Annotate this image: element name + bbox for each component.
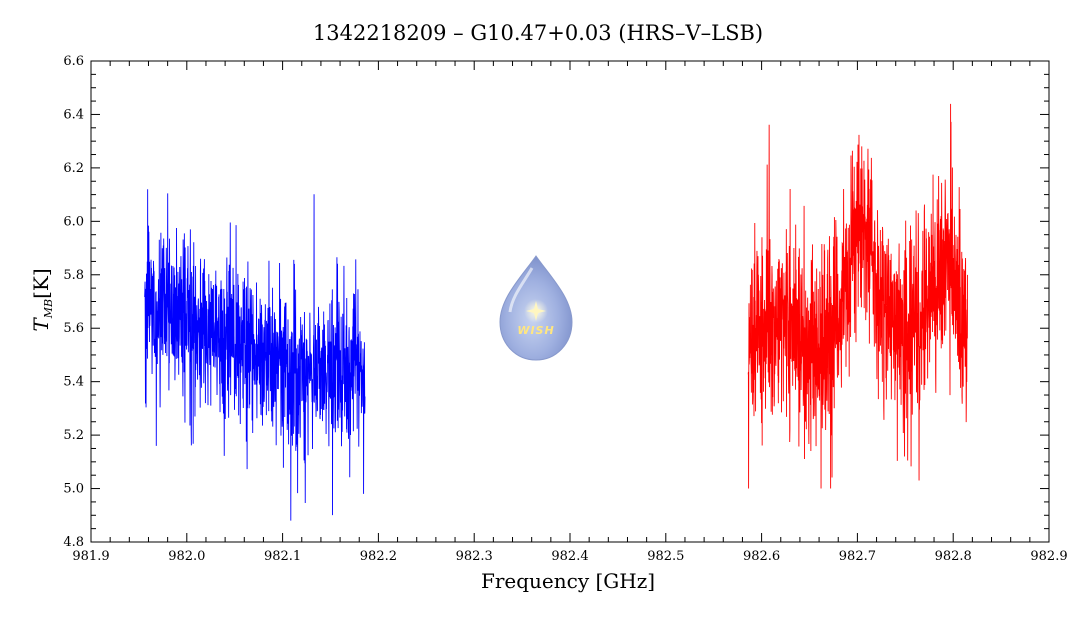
- x-tick-label: 982.2: [360, 549, 397, 564]
- series-blue-line: [144, 189, 366, 521]
- y-tick-label: 6.6: [63, 54, 84, 69]
- x-axis: 981.9 982.0 982.1 982.2 982.3 982.4 982.5 982.6…: [72, 61, 1068, 564]
- y-tick-label: 5.2: [63, 428, 84, 443]
- wish-logo-text: WISH: [517, 324, 554, 337]
- y-tick-label: 4.8: [63, 535, 84, 550]
- y-tick-label: 5.0: [63, 482, 84, 497]
- y-axis-label-unit: [K]: [29, 268, 53, 299]
- y-axis-label-sub: MB: [42, 299, 55, 319]
- x-tick-label: 982.0: [168, 549, 205, 564]
- y-tick-label: 5.8: [63, 268, 84, 283]
- y-tick-label: 5.4: [63, 375, 84, 390]
- y-axis-label-main: T: [29, 317, 53, 332]
- x-tick-label: 982.1: [264, 549, 301, 564]
- y-tick-label: 5.6: [63, 321, 84, 336]
- y-tick-label: 6.4: [63, 107, 84, 122]
- svg-text:TMB[K]: TMB[K]: [29, 268, 55, 331]
- x-tick-label: 982.5: [647, 549, 684, 564]
- series-red-line: [747, 103, 969, 489]
- y-tick-label: 6.0: [63, 214, 84, 229]
- series-layer: [144, 103, 969, 521]
- x-tick-label: 982.3: [456, 549, 493, 564]
- x-tick-label: 982.9: [1030, 549, 1067, 564]
- x-tick-label: 982.7: [839, 549, 876, 564]
- chart-title: 1342218209 – G10.47+0.03 (HRS–V–LSB): [313, 21, 763, 45]
- wish-logo: WISH: [499, 255, 573, 361]
- x-tick-label: 981.9: [72, 549, 109, 564]
- x-tick-label: 982.4: [551, 549, 588, 564]
- y-axis-label: TMB[K]: [29, 268, 55, 331]
- y-axis: 4.8 5.0 5.2 5.4 5.6 5.8 6.0 6.2 6.4 6.6: [63, 54, 1049, 550]
- x-tick-label: 982.6: [743, 549, 780, 564]
- x-tick-label: 982.8: [935, 549, 972, 564]
- x-axis-label: Frequency [GHz]: [481, 569, 655, 593]
- star-icon: [526, 301, 546, 321]
- y-tick-label: 6.2: [63, 161, 84, 176]
